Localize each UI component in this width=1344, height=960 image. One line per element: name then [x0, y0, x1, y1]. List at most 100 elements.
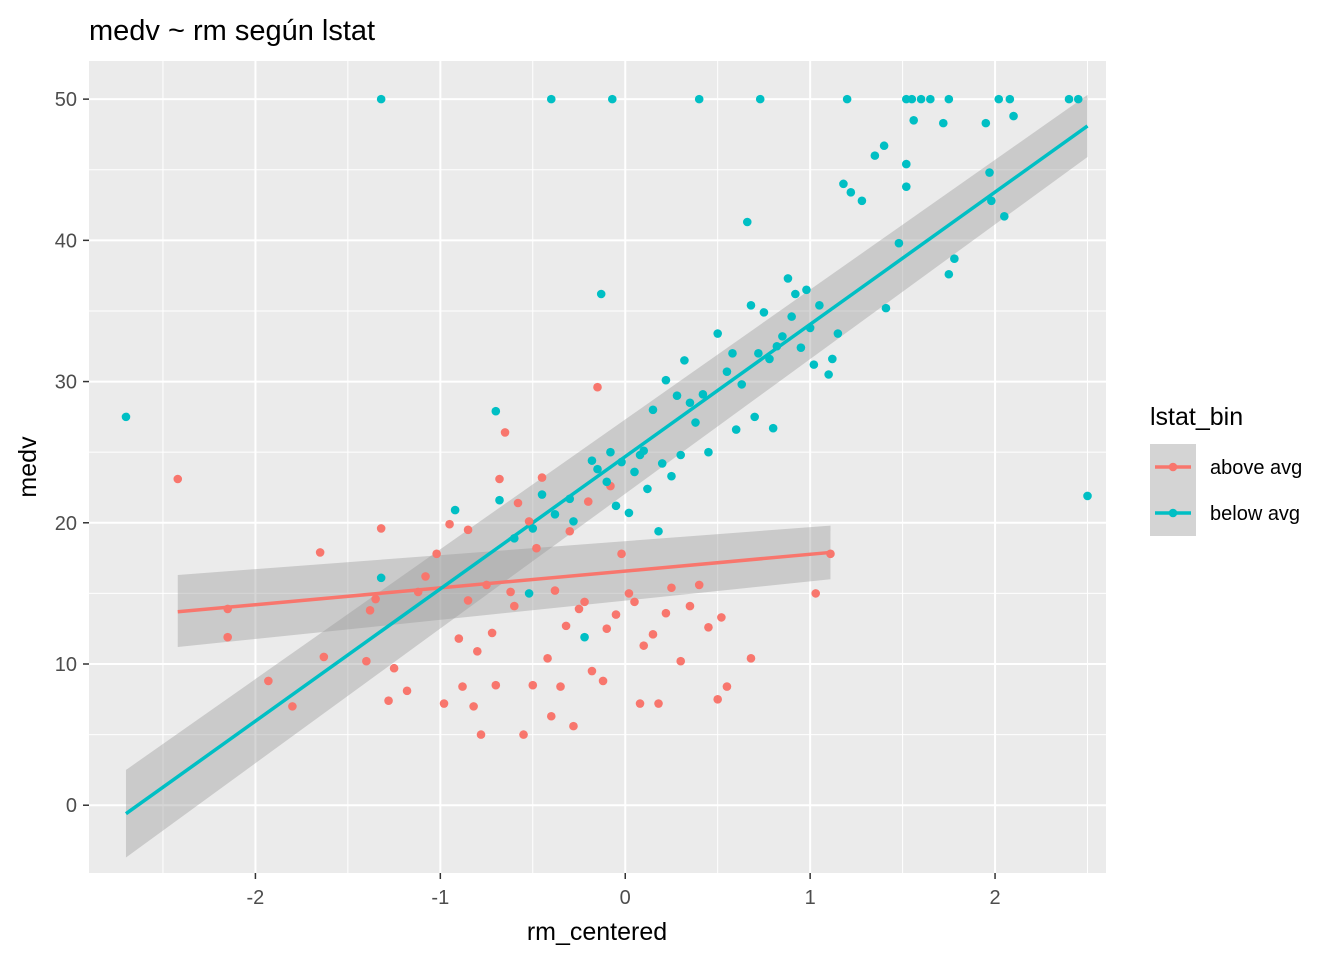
data-point — [450, 505, 460, 515]
data-point — [916, 94, 926, 104]
data-point — [639, 641, 649, 650]
data-point — [755, 94, 765, 104]
data-point — [661, 608, 671, 618]
data-point — [694, 94, 704, 104]
data-point — [173, 474, 183, 484]
data-point — [742, 217, 752, 227]
data-point — [698, 389, 708, 399]
data-point — [556, 682, 565, 691]
data-point — [938, 118, 948, 128]
x-tick-label: -1 — [431, 887, 449, 909]
data-point — [787, 312, 796, 321]
x-tick-label: -2 — [247, 887, 265, 909]
data-point — [473, 646, 482, 656]
data-point — [985, 168, 994, 177]
y-tick-label: 0 — [66, 795, 77, 817]
data-point — [454, 634, 464, 643]
data-point — [1009, 111, 1018, 121]
data-point — [805, 323, 815, 333]
data-point — [676, 656, 686, 666]
data-point — [371, 594, 380, 604]
data-point — [783, 274, 793, 283]
data-point — [704, 447, 713, 457]
data-point — [713, 329, 722, 338]
data-point — [643, 484, 652, 494]
data-point — [288, 702, 297, 711]
data-point — [550, 586, 560, 595]
chart-title: medv ~ rm según lstat — [89, 15, 375, 47]
data-point — [593, 382, 602, 392]
data-point — [926, 94, 935, 104]
data-point — [611, 610, 621, 619]
data-point — [1073, 94, 1083, 104]
data-point — [685, 601, 695, 611]
data-point — [661, 375, 671, 385]
confidence-band — [125, 94, 1088, 858]
data-point — [833, 329, 843, 338]
data-point — [546, 711, 556, 721]
data-point — [491, 406, 501, 416]
data-point — [482, 580, 491, 590]
data-point — [376, 524, 386, 533]
data-point — [648, 405, 658, 415]
data-point — [630, 597, 639, 607]
confidence-bands — [125, 94, 1088, 858]
data-point — [565, 494, 575, 504]
data-point — [894, 238, 904, 248]
data-point — [657, 459, 667, 468]
data-point — [543, 654, 552, 663]
data-point — [587, 666, 597, 676]
data-point — [754, 349, 763, 358]
data-point — [439, 699, 449, 708]
data-point — [839, 179, 848, 189]
fit-lines — [124, 124, 1089, 816]
data-point — [691, 418, 700, 427]
data-point — [491, 680, 501, 690]
data-point — [376, 573, 386, 583]
data-point — [495, 474, 504, 484]
data-point — [389, 663, 399, 673]
data-point — [842, 94, 852, 104]
data-point — [617, 549, 626, 559]
x-tick-label: 2 — [989, 887, 1000, 909]
data-point — [1000, 212, 1009, 221]
legend-key-point — [1168, 462, 1178, 472]
data-point — [421, 572, 430, 581]
data-point — [811, 589, 820, 598]
data-point — [524, 589, 534, 598]
y-tick-label: 50 — [55, 89, 77, 111]
data-point — [1083, 491, 1092, 501]
data-point — [624, 508, 634, 518]
data-point — [759, 308, 769, 317]
data-point — [815, 301, 824, 310]
data-point — [223, 632, 232, 642]
data-point — [606, 447, 615, 457]
fit-line — [124, 124, 1089, 816]
data-point — [561, 621, 571, 631]
data-point — [487, 628, 497, 638]
data-point — [713, 695, 722, 704]
data-point — [463, 525, 473, 535]
data-point — [704, 622, 713, 632]
legend-title: lstat_bin — [1150, 403, 1243, 431]
data-point — [546, 94, 556, 104]
y-tick-label: 30 — [55, 372, 77, 394]
data-point — [857, 196, 867, 206]
legend: lstat_bin above avg below avg — [1150, 403, 1302, 536]
data-point — [722, 682, 732, 691]
x-tick-label: 0 — [620, 887, 631, 909]
legend-label: above avg — [1210, 457, 1302, 479]
data-point — [824, 370, 833, 379]
data-point — [680, 356, 689, 365]
data-point — [881, 303, 891, 313]
data-point — [402, 686, 412, 696]
y-axis-title: medv — [14, 436, 42, 498]
data-points — [121, 94, 1092, 739]
data-point — [537, 490, 547, 499]
data-point — [319, 652, 329, 662]
data-point — [746, 654, 756, 663]
data-point — [509, 601, 519, 611]
data-point — [994, 94, 1004, 104]
data-point — [667, 583, 676, 593]
